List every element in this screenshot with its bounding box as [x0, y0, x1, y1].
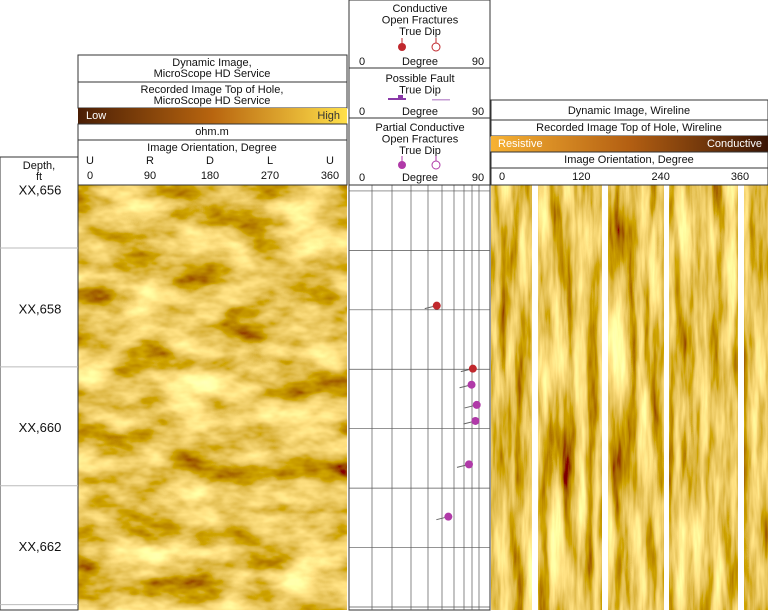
- header-line: MicroScope HD Service: [154, 68, 271, 80]
- tadpole: [467, 380, 476, 389]
- x-tick-label: 360: [731, 171, 749, 183]
- header-line: True Dip: [399, 145, 441, 157]
- depth-label: XX,662: [19, 539, 62, 554]
- legend-symbol: [431, 42, 441, 52]
- axis-label: Degree: [402, 56, 438, 68]
- depth-label: XX,658: [19, 301, 62, 316]
- x-tick-label: 90: [472, 106, 484, 118]
- x-tick-label: 0: [359, 172, 365, 184]
- header-box: [348, 67, 491, 119]
- axis-label: Degree: [402, 106, 438, 118]
- x-tick-label: 90: [472, 56, 484, 68]
- header-line: Possible Fault: [385, 73, 454, 85]
- legend-symbol: [432, 99, 450, 101]
- x-tick-label: 180: [201, 170, 219, 182]
- scale-high: High: [317, 110, 340, 122]
- legend-symbol: [398, 161, 406, 169]
- header-line: ft: [36, 171, 42, 183]
- header-line: Partial Conductive: [375, 122, 464, 134]
- x-tick-label: 270: [261, 170, 279, 182]
- header-box: [77, 81, 348, 109]
- orientation-letter: L: [267, 155, 273, 167]
- x-tick-label: 360: [321, 170, 339, 182]
- depth-label: XX,660: [19, 420, 62, 435]
- header-line: True Dip: [399, 26, 441, 38]
- track-title: Dynamic Image, Wireline: [568, 105, 690, 117]
- orientation-title: Image Orientation, Degree: [564, 154, 694, 166]
- tadpole: [468, 364, 477, 373]
- header-line: Depth,: [23, 160, 55, 172]
- axis-label: Degree: [402, 172, 438, 184]
- header-line: Dynamic Image,: [172, 57, 251, 69]
- x-tick-label: 0: [359, 56, 365, 68]
- header-line: Recorded Image Top of Hole,: [141, 84, 284, 96]
- depth-column: [0, 156, 79, 611]
- x-tick-label: 0: [87, 170, 93, 182]
- header-box: [348, 0, 491, 69]
- track-subtitle: Recorded Image Top of Hole, Wireline: [536, 122, 722, 134]
- header-line: True Dip: [399, 84, 441, 96]
- header-line: Conductive: [392, 3, 447, 15]
- color-scale: [78, 108, 347, 124]
- x-tick-label: 90: [144, 170, 156, 182]
- tadpole: [472, 400, 481, 409]
- x-tick-label: 120: [572, 171, 590, 183]
- depth-label: XX,656: [19, 182, 62, 197]
- tadpole: [471, 416, 480, 425]
- legend-symbol: [388, 98, 406, 100]
- x-tick-label: 0: [359, 106, 365, 118]
- pad-gaps: [532, 185, 744, 610]
- orientation-title: Image Orientation, Degree: [147, 142, 277, 154]
- legend-symbol: [431, 160, 441, 170]
- legend-symbol: [398, 43, 406, 51]
- header-line: MicroScope HD Service: [154, 95, 271, 107]
- x-tick-label: 240: [651, 171, 669, 183]
- tadpole: [444, 512, 453, 521]
- color-scale: [491, 136, 768, 152]
- unit: ohm.m: [195, 126, 229, 138]
- microscope-image: [78, 185, 347, 610]
- header-box: [348, 117, 491, 186]
- scale-high: Conductive: [707, 138, 762, 150]
- x-tick-label: 90: [472, 172, 484, 184]
- dip-track: [348, 184, 491, 611]
- header-line: Open Fractures: [382, 14, 459, 26]
- scale-low: Resistive: [498, 138, 543, 150]
- scale-low: Low: [86, 110, 106, 122]
- header-line: Open Fractures: [382, 133, 459, 145]
- x-tick-label: 0: [499, 171, 505, 183]
- legend-symbol: [398, 95, 403, 99]
- orientation-letter: U: [86, 155, 94, 167]
- header-box: [77, 139, 348, 186]
- tadpole: [464, 460, 473, 469]
- dip-grid: [371, 185, 480, 610]
- tadpole: [432, 301, 441, 310]
- orientation-letter: U: [326, 155, 334, 167]
- header-box: [490, 167, 768, 186]
- orientation-letter: D: [206, 155, 214, 167]
- orientation-letter: R: [146, 155, 154, 167]
